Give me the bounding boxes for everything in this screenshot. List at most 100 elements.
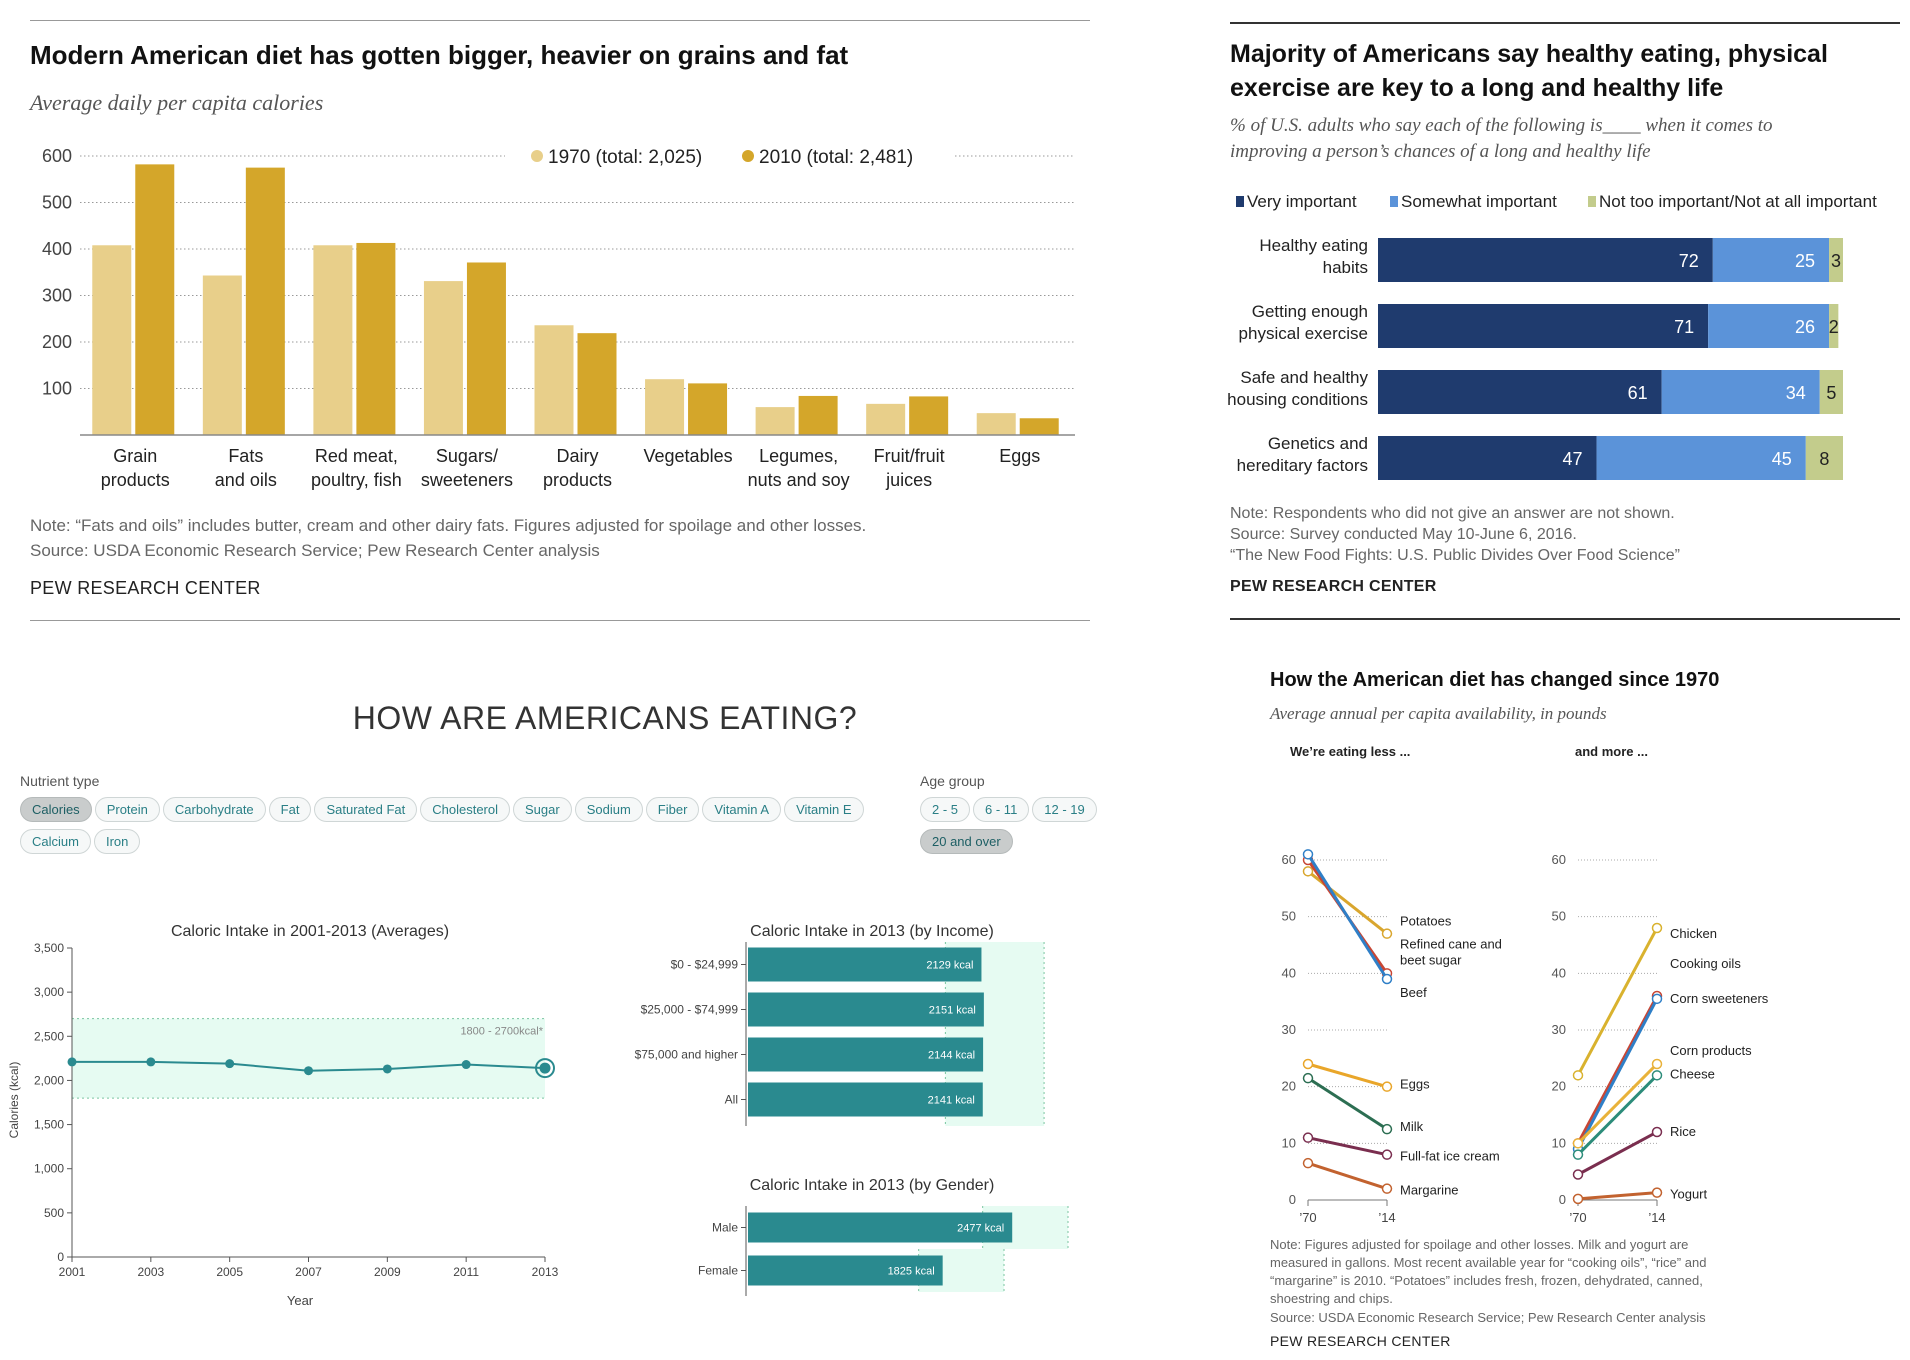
point-end-eggs <box>1381 1081 1393 1092</box>
y-tick-label: 10 <box>1282 1135 1296 1150</box>
line-chart-title: Caloric Intake in 2001-2013 (Averages) <box>171 923 449 940</box>
segment-very-important <box>1378 304 1709 348</box>
series-line-margarine <box>1307 1161 1388 1191</box>
segment-somewhat-important <box>1661 370 1820 414</box>
point-end-chicken <box>1651 922 1663 934</box>
point-end-corn-products <box>1651 1058 1663 1070</box>
bar-75-000-and-higher <box>748 1037 984 1072</box>
value-label: 2 <box>1829 317 1839 337</box>
data-point-2003 <box>146 1057 156 1067</box>
y-tick-label: 0 <box>1289 1192 1296 1207</box>
series-line-beef <box>1306 853 1389 980</box>
bar-1970-legumes-nuts-and-soy <box>755 407 795 435</box>
bar-chart-title: Caloric Intake in 2013 (by Gender) <box>750 1177 995 1194</box>
series-label-margarine: Margarine <box>1400 1183 1459 1198</box>
survey-subtitle-line1: % of U.S. adults who say each of the fol… <box>1230 115 1773 136</box>
nutrient-chip-cholesterol[interactable]: Cholesterol <box>420 797 511 822</box>
nutrient-chip-vitamin-a[interactable]: Vitamin A <box>702 797 782 822</box>
nutrient-chip-calcium[interactable]: Calcium <box>20 829 91 854</box>
bar-2010-fruit-fruit-juices <box>909 396 949 435</box>
y-tick-label: 100 <box>42 379 72 399</box>
bar-value-label: 2129 kcal <box>926 960 973 972</box>
bar-1970-red-meat-poultry-fish <box>313 245 353 435</box>
legend-label-somewhat-important: Somewhat important <box>1401 192 1557 211</box>
value-label: 5 <box>1826 383 1836 403</box>
age-chip-12-19[interactable]: 12 - 19 <box>1032 797 1097 822</box>
nutrient-chip-protein[interactable]: Protein <box>94 797 160 822</box>
y-tick-label: 20 <box>1552 1079 1566 1094</box>
bar-1970-eggs <box>976 413 1016 435</box>
value-label: 8 <box>1819 449 1829 469</box>
bottom-rule <box>30 620 1090 621</box>
calories-source: Source: USDA Economic Research Service; … <box>30 541 600 560</box>
point-start-milk <box>1302 1072 1314 1084</box>
value-label: 3 <box>1831 251 1841 271</box>
point-end-beef <box>1381 973 1393 985</box>
nutrient-chip-saturated-fat[interactable]: Saturated Fat <box>314 797 418 822</box>
gender-bar-chart: Caloric Intake in 2013 (by Gender) Male 24… <box>698 1177 1069 1296</box>
y-tick-label: 10 <box>1552 1135 1566 1150</box>
dashboard-heading: HOW ARE AMERICANS EATING? <box>352 700 858 736</box>
data-point-2009 <box>382 1064 392 1074</box>
survey-panel: Majority of Americans say healthy eating… <box>1200 0 1910 640</box>
y-tick-label: 30 <box>1282 1022 1296 1037</box>
bar-1970-dairy-products <box>534 325 574 435</box>
age-chip-2-5[interactable]: 2 - 5 <box>920 797 971 822</box>
nutrient-chip-vitamin-e[interactable]: Vitamin E <box>784 797 864 822</box>
segment-not-too-important-not-at-all-important <box>1805 436 1843 480</box>
segment-not-too-important-not-at-all-important <box>1819 370 1843 414</box>
nutrient-chip-sugar[interactable]: Sugar <box>513 797 572 822</box>
age-chip-6-11[interactable]: 6 - 11 <box>973 797 1030 822</box>
value-label: 72 <box>1679 251 1699 271</box>
category-label: Dairy <box>556 446 598 466</box>
category-label: Fruit/fruit <box>874 446 945 466</box>
nutrient-chip-carbohydrate[interactable]: Carbohydrate <box>162 797 266 822</box>
age-chip-20-and-over[interactable]: 20 and over <box>920 829 1013 854</box>
nutrient-chip-sodium[interactable]: Sodium <box>574 797 643 822</box>
bar-25-000-74-999 <box>748 992 984 1027</box>
series-line-corn-products <box>1576 1062 1659 1145</box>
row-label: housing conditions <box>1227 390 1368 409</box>
point-start-potatoes <box>1302 866 1314 877</box>
point-start-chicken <box>1572 1070 1584 1081</box>
diet-note-4: shoestring and chips. <box>1270 1291 1393 1306</box>
y-tick-label: 30 <box>1552 1022 1566 1037</box>
y-tick-label: 50 <box>1282 909 1296 924</box>
nutrient-chip-fat[interactable]: Fat <box>268 797 312 822</box>
x-tick-label: ’70 <box>1569 1210 1586 1225</box>
point-start-rice <box>1572 1169 1584 1180</box>
series-line-milk <box>1307 1076 1388 1131</box>
x-tick-label: ’70 <box>1299 1210 1316 1225</box>
x-tick-label: 2005 <box>216 1265 243 1279</box>
nutrient-chip-fiber[interactable]: Fiber <box>645 797 700 822</box>
y-tick-label: 40 <box>1552 965 1566 980</box>
y-tick-label: 60 <box>1282 852 1296 867</box>
value-label: 26 <box>1795 317 1815 337</box>
band-label: 1800 - 2700kcal* <box>460 1026 543 1038</box>
segment-very-important <box>1378 238 1713 282</box>
legend-label-not-too-important-not-at-all-important: Not too important/Not at all important <box>1599 192 1877 211</box>
nutrient-chip-group: Calories Protein Carbohydrate Fat Saturated … <box>20 797 890 861</box>
data-point-2013 <box>539 1062 551 1074</box>
x-tick-label: ’14 <box>1648 1210 1665 1225</box>
series-label-refined-cane-and-beet-sugar: beet sugar <box>1400 952 1462 967</box>
y-tick-label: 300 <box>42 286 72 306</box>
series-line-corn-sweeteners <box>1576 998 1659 1150</box>
nutrient-chip-calories[interactable]: Calories <box>20 797 92 822</box>
category-label: juices <box>885 470 932 490</box>
series-line-potatoes <box>1307 870 1388 935</box>
x-tick-label: 2001 <box>59 1265 86 1279</box>
bar-value-label: 1825 kcal <box>888 1266 935 1278</box>
value-label: 71 <box>1674 317 1694 337</box>
series-line-full-fat-ice-cream <box>1307 1136 1388 1157</box>
y-tick-label: 200 <box>42 332 72 352</box>
y-tick-label: 500 <box>42 193 72 213</box>
diet-change-panel: How the American diet has changed since … <box>1230 660 1910 1360</box>
diet-title: How the American diet has changed since … <box>1270 669 1720 691</box>
bar-2010-eggs <box>1019 418 1059 435</box>
segment-somewhat-important <box>1712 238 1830 282</box>
diet-source: Source: USDA Economic Research Service; … <box>1270 1310 1706 1325</box>
category-label: Eggs <box>999 446 1040 466</box>
x-tick-label: 2011 <box>453 1265 479 1279</box>
nutrient-chip-iron[interactable]: Iron <box>93 829 141 854</box>
